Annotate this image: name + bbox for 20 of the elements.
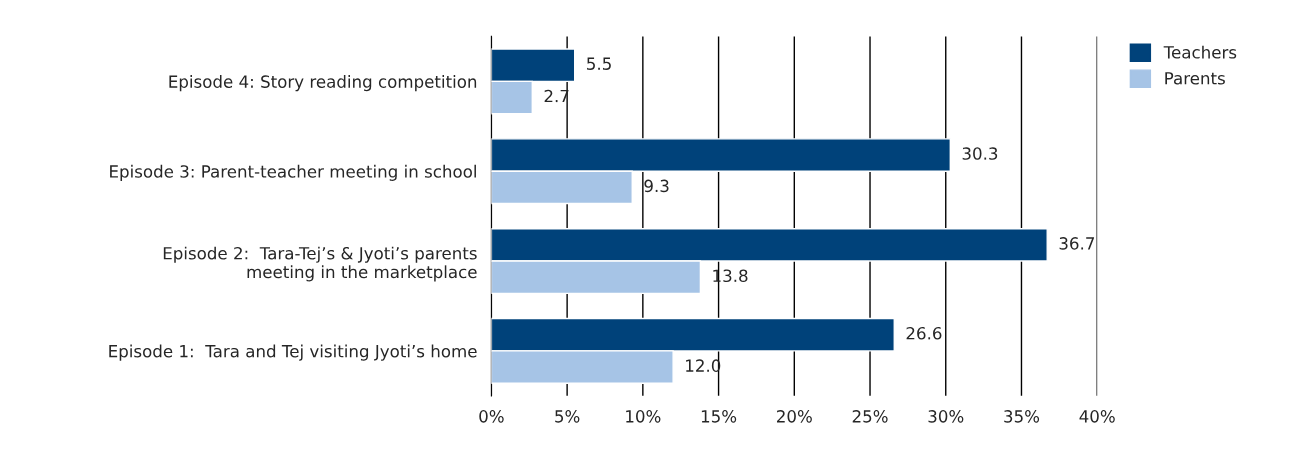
data-label: 9.3	[644, 179, 669, 193]
data-label: 5.5	[587, 57, 611, 70]
legend-label: Teachers	[1163, 45, 1237, 59]
y-tick-label: Episode 3: Parent-teacher meeting in school	[110, 164, 476, 181]
x-tick-label: 5%	[555, 410, 580, 423]
data-label: 30.3	[962, 147, 998, 160]
legend-label: Parents	[1165, 72, 1225, 85]
x-tick-label: 25%	[852, 410, 888, 423]
data-label: 26.6	[906, 326, 942, 340]
x-tick-label: 40%	[1079, 410, 1115, 423]
x-tick-label: 20%	[777, 410, 812, 423]
y-tick-label: Episode 1: Tara and Tej visiting Jyoti’s home	[109, 344, 477, 361]
data-label: 36.7	[1059, 237, 1095, 250]
x-tick-label: 15%	[701, 410, 737, 423]
y-tick-label: Episode 4: Story reading competition	[169, 75, 477, 92]
x-tick-label: 0%	[479, 410, 504, 423]
y-tick-label: Episode 2: Tara-Tej’s & Jyoti’s parents meeting in the marketplace	[163, 246, 477, 282]
x-tick-label: 10%	[626, 410, 661, 423]
x-tick-label: 30%	[928, 410, 964, 423]
x-tick-label: 35%	[1004, 410, 1040, 423]
